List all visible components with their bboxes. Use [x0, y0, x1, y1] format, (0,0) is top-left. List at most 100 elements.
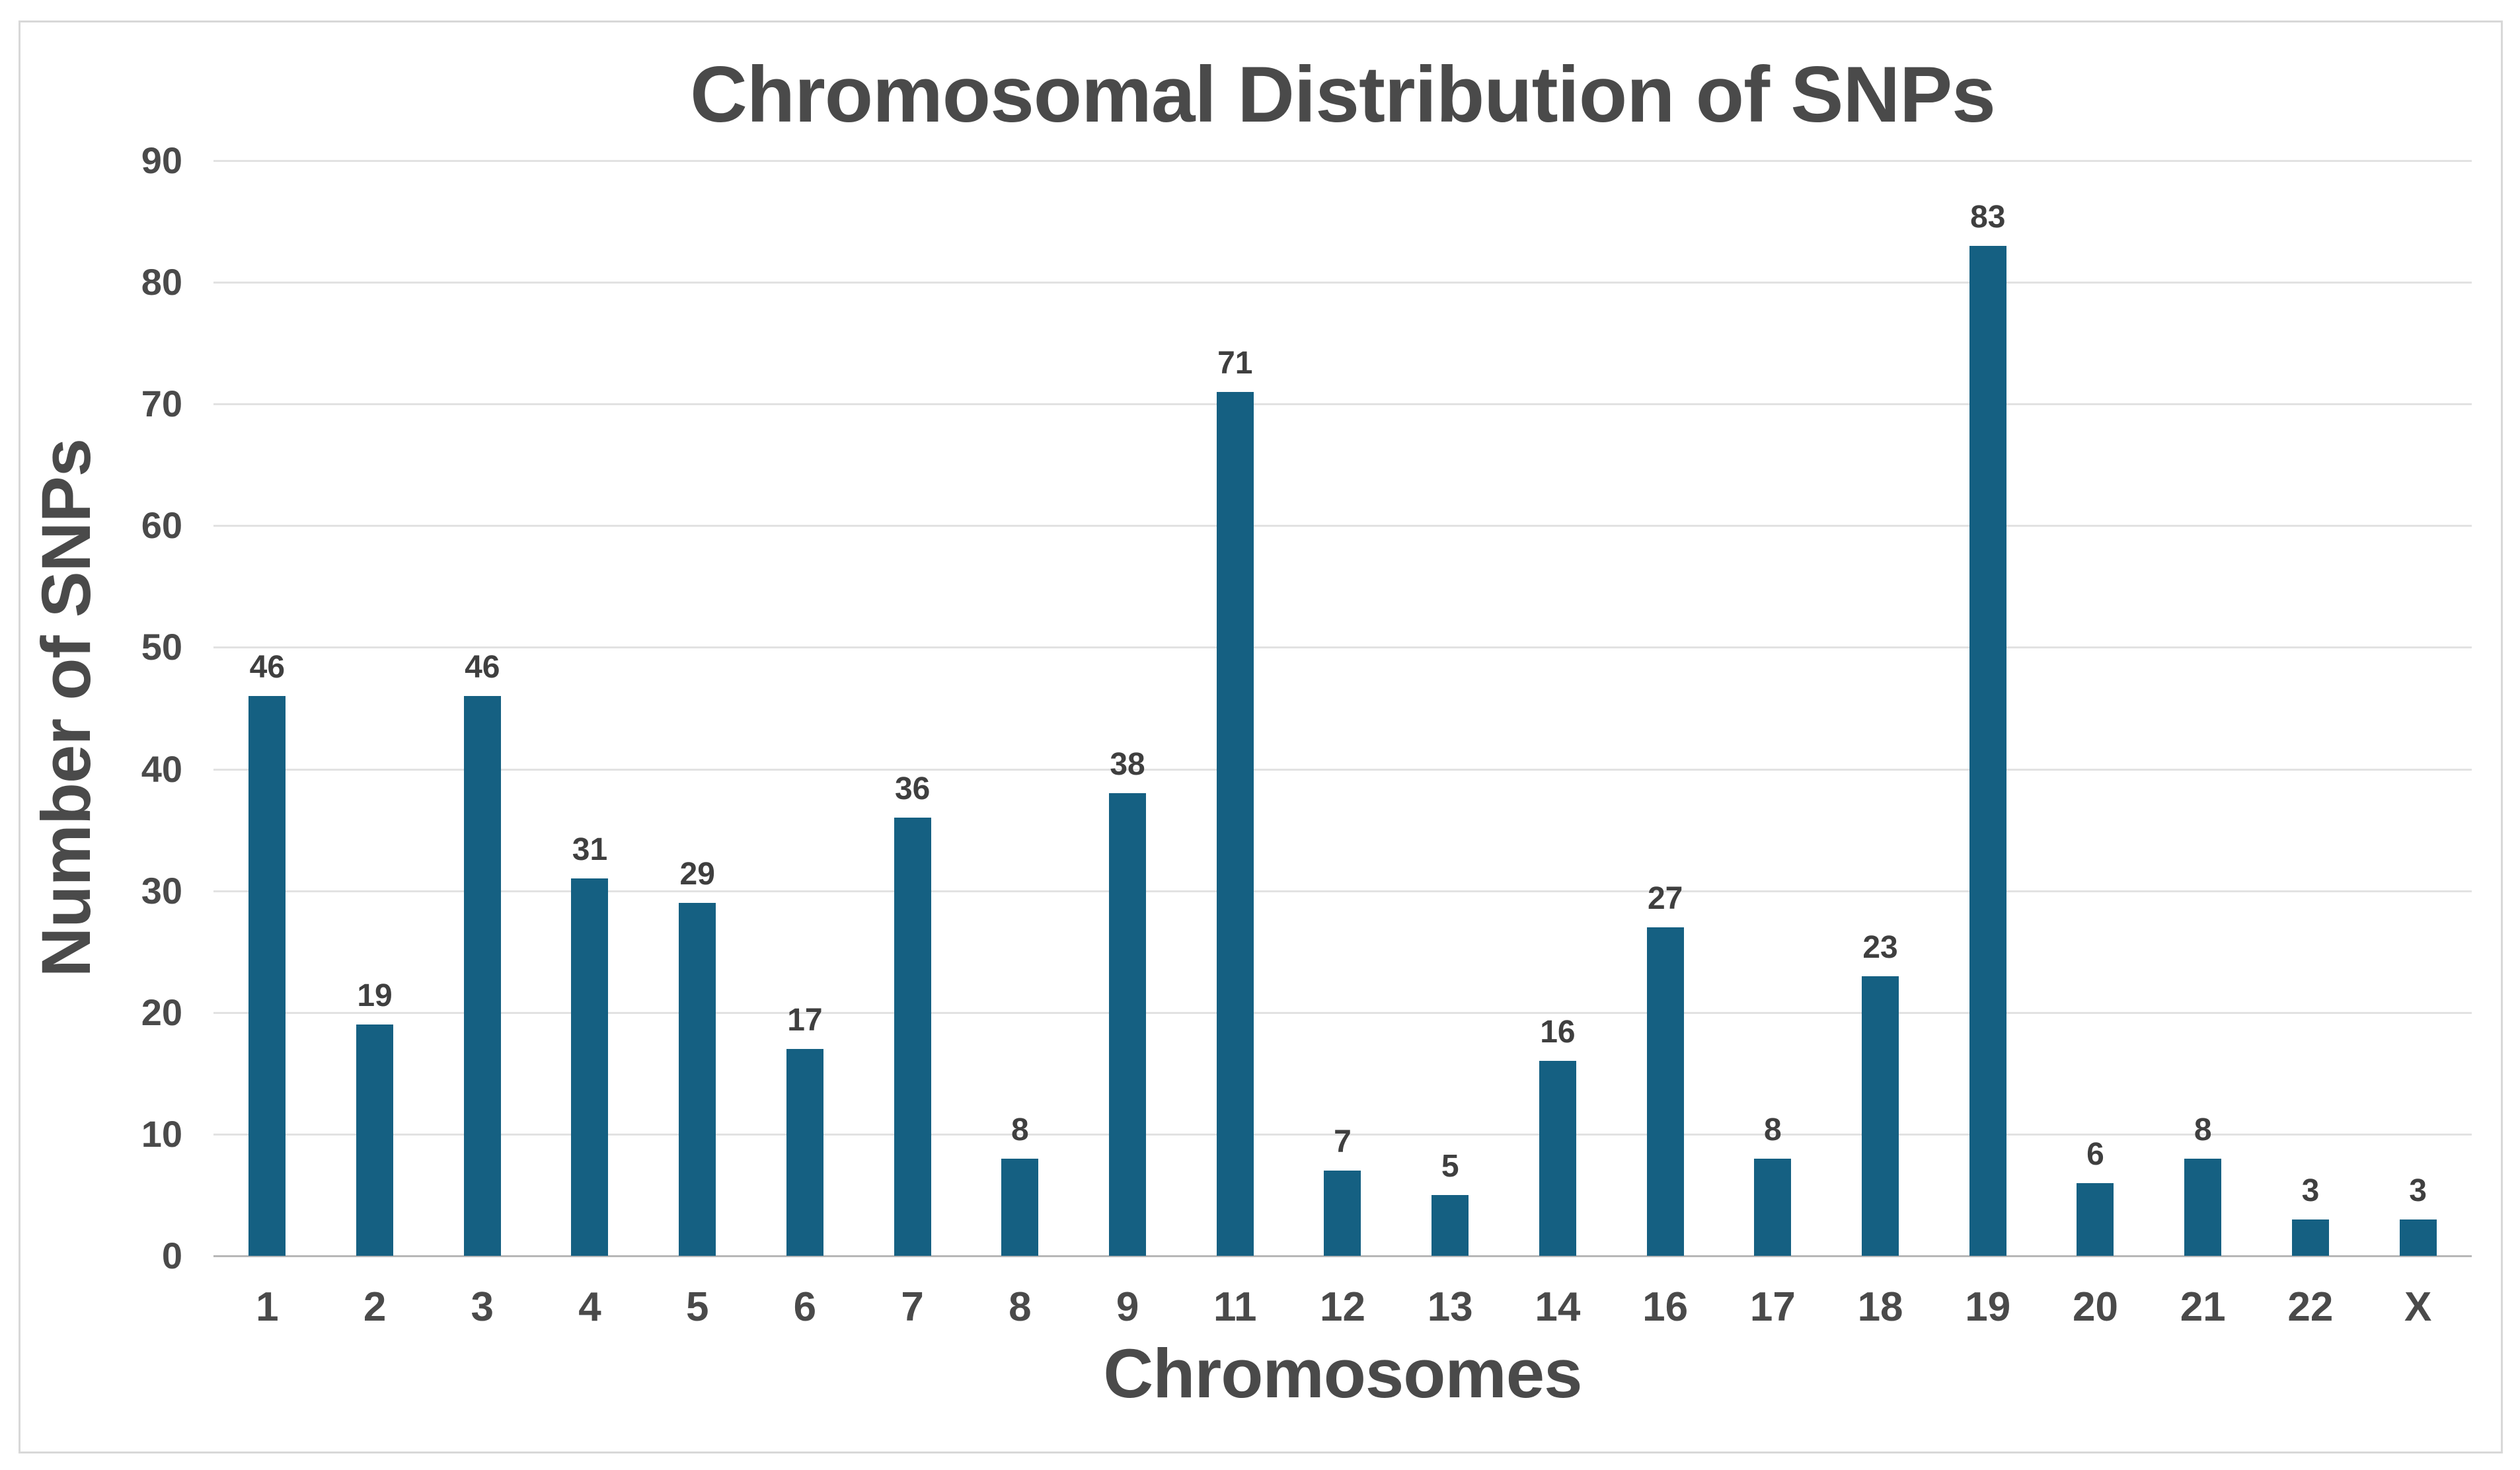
x-tick-label-chr-12: 12 [1320, 1284, 1365, 1330]
x-tick-label-chr-21: 21 [2180, 1284, 2226, 1330]
data-label-chr-22: 3 [2301, 1173, 2320, 1208]
bar-chr-9 [1109, 793, 1147, 1256]
data-label-chr-1: 46 [249, 650, 286, 685]
gridline [213, 1133, 2472, 1136]
bar-chr-2 [356, 1025, 394, 1256]
x-tick-label-chr-14: 14 [1535, 1284, 1581, 1330]
x-tick-label-chr-2: 2 [363, 1284, 387, 1330]
bar-cell-chr-19: 83 19 [1934, 161, 2042, 1330]
bar-chr-16 [1646, 927, 1684, 1256]
bar-chr-6 [786, 1049, 823, 1256]
y-tick-label: 20 [141, 991, 182, 1033]
data-label-chr-2: 19 [357, 978, 393, 1014]
bar-chr-17 [1754, 1158, 1792, 1256]
bar-cell-chr-6: 17 6 [751, 161, 859, 1330]
data-label-chr-19: 83 [1970, 199, 2006, 235]
data-label-chr-13: 5 [1441, 1148, 1459, 1184]
gridline [213, 768, 2472, 771]
gridline [213, 1011, 2472, 1014]
bar-cell-chr-3: 46 3 [428, 161, 536, 1330]
x-tick-label-chr-20: 20 [2073, 1284, 2118, 1330]
bar-chr-7 [894, 818, 931, 1256]
bar-cell-chr-11: 71 11 [1181, 161, 1289, 1330]
x-tick-label-chr-8: 8 [1009, 1284, 1032, 1330]
data-label-chr-8: 8 [1011, 1112, 1029, 1147]
bar-cell-chr-13: 5 13 [1396, 161, 1504, 1330]
data-label-chr-4: 31 [572, 832, 608, 868]
y-tick-label: 40 [141, 748, 182, 790]
x-tick-label-chr-11: 11 [1213, 1284, 1257, 1330]
data-label-chr-7: 36 [894, 771, 931, 807]
x-tick-label-chr-19: 19 [1965, 1284, 2011, 1330]
data-label-chr-14: 16 [1540, 1015, 1576, 1050]
x-tick-label-chr-16: 16 [1642, 1284, 1689, 1330]
bar-chr-21 [2184, 1158, 2222, 1256]
bar-chr-20 [2077, 1182, 2114, 1256]
data-label-chr-9: 38 [1110, 747, 1145, 783]
bar-chr-19 [1969, 245, 2006, 1256]
bar-chr-12 [1324, 1171, 1361, 1256]
x-tick-label-chr-9: 9 [1116, 1284, 1139, 1330]
data-label-chr-20: 6 [2086, 1136, 2104, 1172]
bar-chr-8 [1001, 1158, 1039, 1256]
bar-cell-chr-12: 7 12 [1289, 161, 1396, 1330]
y-tick-label: 10 [141, 1112, 182, 1155]
x-tick-label-chr-5: 5 [685, 1284, 709, 1330]
y-tick-label: 80 [141, 261, 182, 303]
data-label-chr-16: 27 [1647, 880, 1683, 916]
x-tick-label-chr-22: 22 [2287, 1284, 2334, 1330]
data-label-chr-17: 8 [1763, 1112, 1782, 1147]
data-label-chr-6: 17 [787, 1003, 823, 1038]
x-axis-line [213, 1255, 2472, 1257]
bar-chr-1 [248, 696, 286, 1256]
y-tick-label: 30 [141, 869, 182, 911]
bar-cell-chr-22: 3 22 [2257, 161, 2365, 1330]
bar-cell-chr-20: 6 20 [2042, 161, 2149, 1330]
bar-chr-13 [1432, 1194, 1469, 1256]
bar-chr-14 [1539, 1061, 1576, 1256]
bar-cell-chr-18: 23 18 [1827, 161, 1934, 1330]
x-tick-label-chr-4: 4 [578, 1284, 601, 1330]
x-tick-label-chr-X: X [2404, 1284, 2432, 1330]
data-label-chr-3: 46 [465, 650, 500, 685]
y-tick-label: 50 [141, 626, 182, 668]
bar-chr-3 [463, 696, 501, 1256]
gridline [213, 160, 2472, 162]
bar-cell-chr-5: 29 5 [644, 161, 751, 1330]
bar-cell-chr-14: 16 14 [1504, 161, 1612, 1330]
plot-area: 46 1 19 2 46 3 31 4 29 5 17 6 36 7 8 8 38 9 71 11 7 12 5 13 16 14… [213, 160, 2472, 1330]
x-tick-label-chr-18: 18 [1857, 1284, 1903, 1330]
bar-cell-chr-21: 8 21 [2149, 161, 2257, 1330]
bar-chr-4 [571, 878, 609, 1256]
bar-chr-18 [1862, 976, 1899, 1256]
x-tick-label-chr-1: 1 [256, 1284, 279, 1330]
x-tick-label-chr-17: 17 [1749, 1284, 1796, 1330]
y-tick-label: 0 [161, 1235, 182, 1276]
y-tick-label: 60 [141, 504, 182, 547]
bar-cell-chr-7: 36 7 [859, 161, 966, 1330]
data-label-chr-18: 23 [1862, 929, 1898, 965]
gridline [213, 646, 2472, 649]
chart-title: Chromosomal Distribution of SNPs [690, 50, 1996, 139]
gridline [213, 282, 2472, 284]
bar-cell-chr-1: 46 1 [213, 161, 321, 1330]
x-tick-label-chr-6: 6 [793, 1284, 817, 1330]
bar-chr-22 [2291, 1219, 2329, 1256]
bar-chr-11 [1216, 391, 1254, 1256]
bar-cell-chr-17: 8 17 [1719, 161, 1827, 1330]
data-label-chr-5: 29 [679, 857, 715, 892]
data-label-chr-21: 8 [2194, 1112, 2212, 1147]
data-label-chr-12: 7 [1334, 1124, 1352, 1160]
data-label-chr-X: 3 [2409, 1173, 2427, 1208]
gridline [213, 403, 2472, 406]
bar-cell-chr-4: 31 4 [536, 161, 644, 1330]
bar-chr-5 [679, 903, 716, 1256]
gridline [213, 525, 2472, 527]
data-label-chr-11: 71 [1217, 345, 1253, 381]
gridline [213, 890, 2472, 892]
y-axis-ticks: 0 10 20 30 40 50 60 70 80 90 [20, 139, 182, 1276]
x-axis-title: Chromosomes [1103, 1335, 1582, 1412]
bar-cell-chr-16: 27 16 [1611, 161, 1719, 1330]
bar-cell-chr-2: 19 2 [321, 161, 429, 1330]
